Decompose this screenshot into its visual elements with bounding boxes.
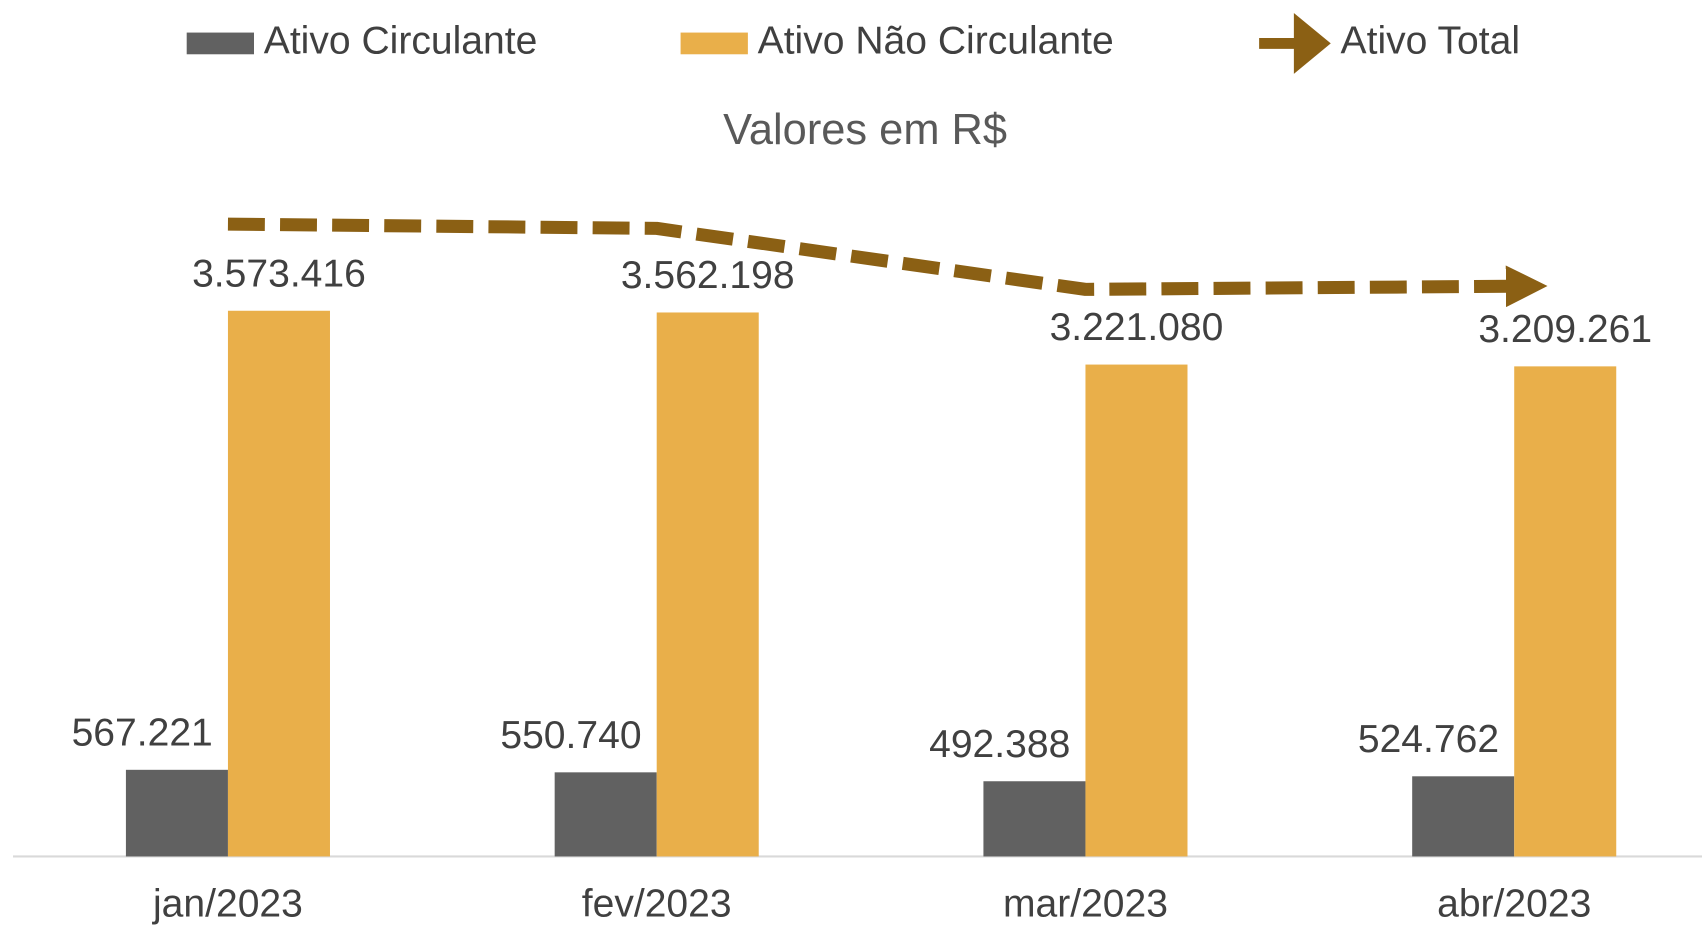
line [227,217,1548,308]
chart-title: Valores em R$ [723,106,1007,154]
legend-swatch [1293,13,1331,74]
bar [983,781,1086,857]
x-tick-label: abr/2023 [1437,883,1591,926]
data-label: 3.562.198 [621,254,795,297]
legend-label: Ativo Total [1341,20,1521,63]
legend-swatch [186,32,254,55]
data-label: 567.221 [72,711,213,754]
bar [656,312,759,857]
x-tick-label: mar/2023 [1003,883,1168,926]
data-label: 3.209.261 [1478,308,1652,351]
data-label: 3.573.416 [192,252,366,295]
x-tick-label: jan/2023 [152,883,303,926]
x-tick-label: fev/2023 [582,883,732,926]
legend-label: Ativo Não Circulante [758,20,1114,63]
legend-label: Ativo Circulante [264,20,538,63]
bar [1085,364,1188,857]
data-label: 524.762 [1358,718,1499,761]
data-label: 492.388 [929,723,1070,766]
bar [227,310,330,857]
bar [554,772,657,857]
bar [125,769,228,857]
data-label: 3.221.080 [1050,306,1224,349]
bar [1514,366,1617,857]
data-label: 550.740 [500,714,641,757]
legend-swatch [680,32,748,55]
bar [1412,776,1515,857]
